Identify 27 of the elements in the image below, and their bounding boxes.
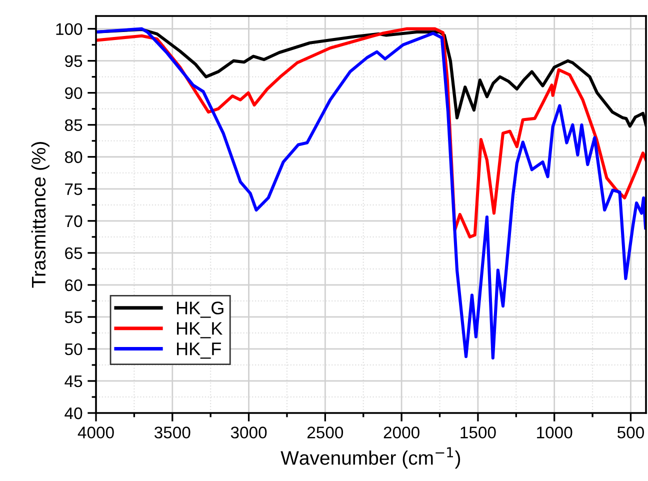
y-tick-label: 80: [64, 151, 82, 164]
y-tick-label: 75: [65, 183, 82, 196]
line-series: [96, 27, 646, 360]
y-tick-label: 90: [65, 87, 82, 100]
x-tick-label: 1500: [460, 426, 496, 438]
y-tick-label: 55: [64, 312, 82, 324]
x-tick-label: 3000: [230, 426, 267, 438]
legend-label: HK_K: [177, 322, 222, 338]
x-axis-title: Wavenumber (cm$^{−1}$): [280, 447, 460, 469]
x-tick-label: 2500: [307, 426, 344, 438]
y-tick-label: 95: [65, 55, 82, 68]
legend-label: HK_F: [177, 342, 221, 359]
y-tick-label: 70: [65, 215, 82, 228]
y-axis-title: Trasmittance (%): [31, 142, 50, 288]
legend-label: HK_G: [177, 302, 224, 318]
y-tick-label: 85: [64, 119, 82, 132]
y-tick-label: 50: [64, 343, 82, 356]
y-tick-label: 65: [65, 247, 82, 260]
y-tick-label: 45: [64, 376, 82, 388]
x-tick-label: 3500: [154, 426, 190, 438]
y-tick-label: 100: [56, 23, 82, 36]
y-tick-label: 60: [65, 279, 82, 292]
x-tick-label: 2000: [384, 426, 420, 438]
x-tick-label: 500: [617, 426, 644, 438]
y-tick-label: 40: [64, 407, 82, 420]
x-tick-label: 1000: [537, 426, 572, 438]
x-tick-label: 4000: [78, 426, 114, 438]
